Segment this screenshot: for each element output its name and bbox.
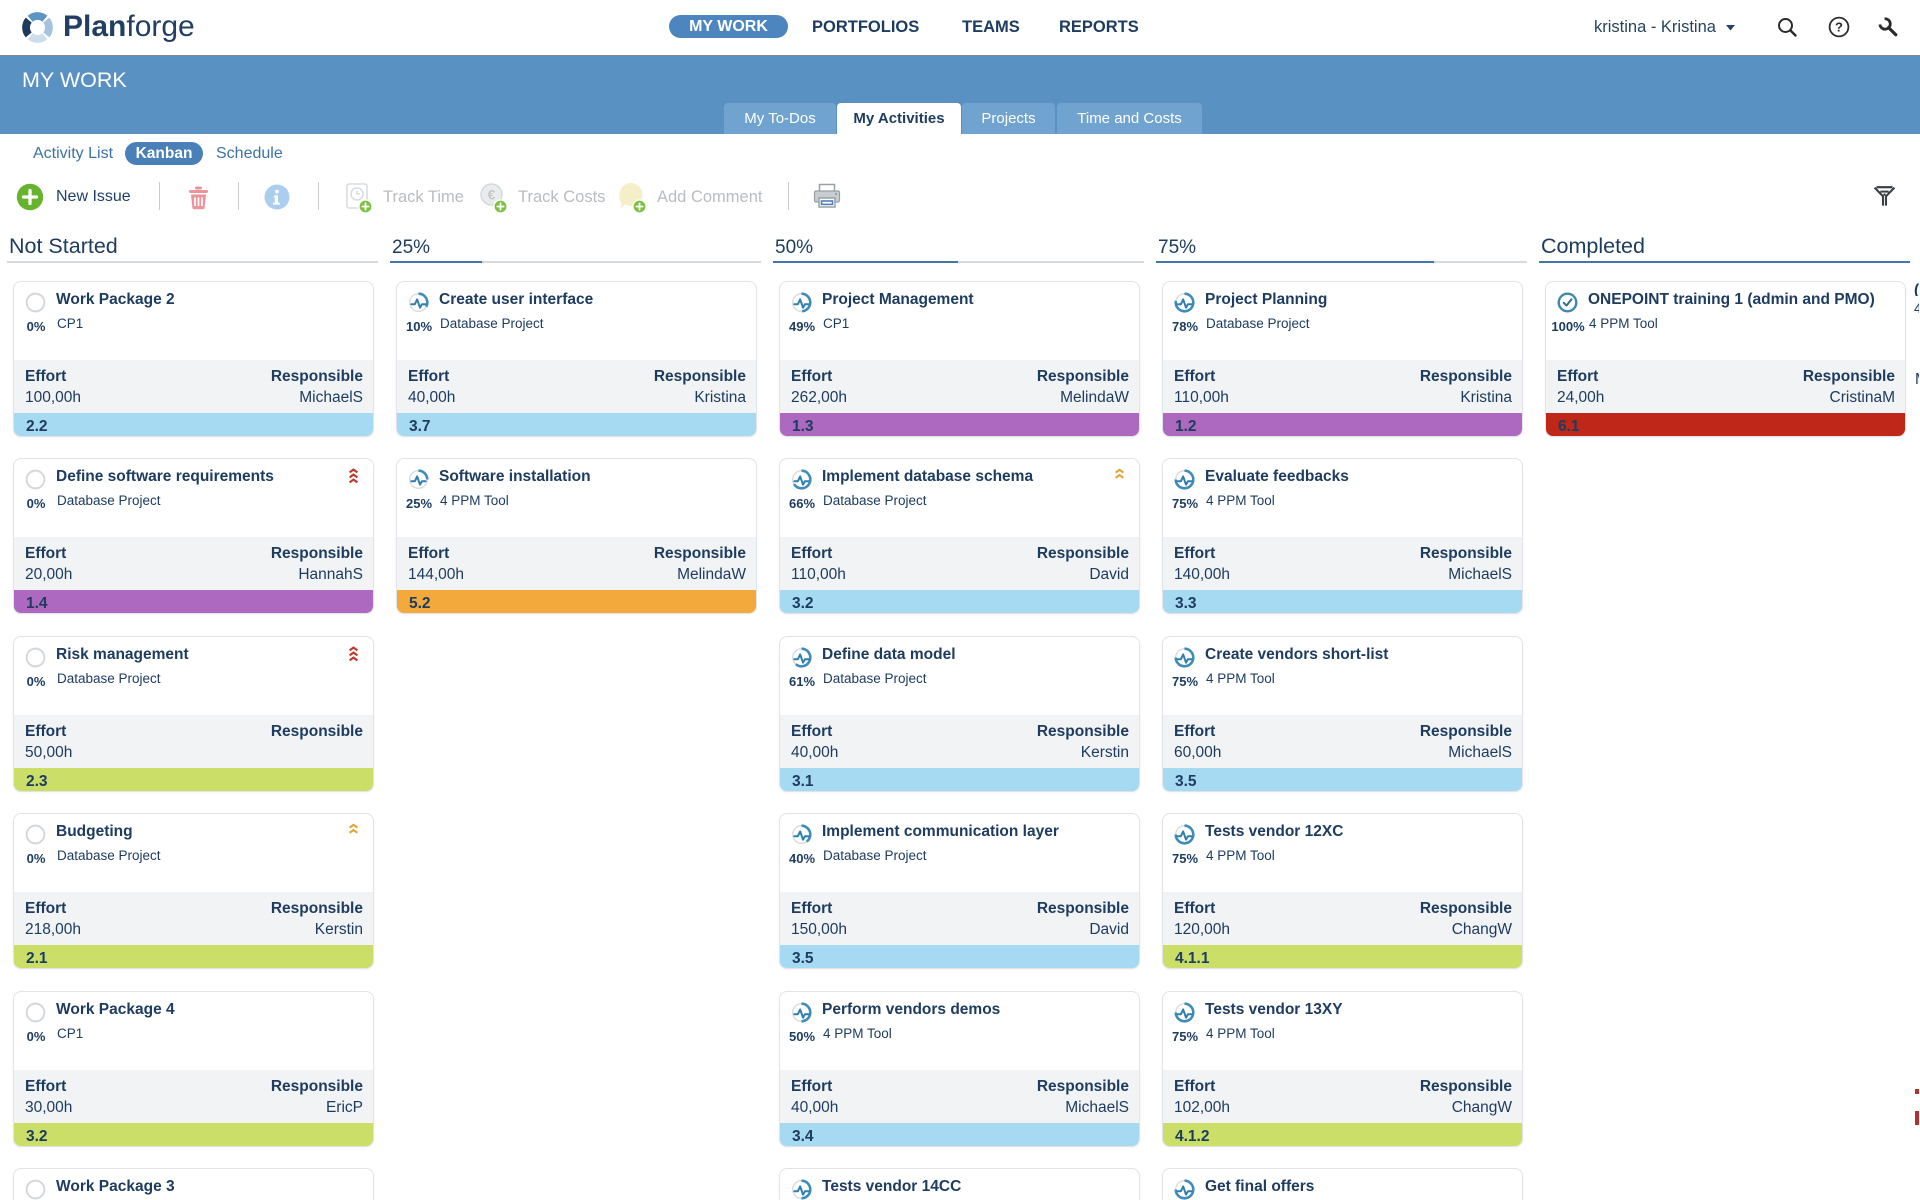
svg-text:€: € (488, 187, 496, 203)
svg-text:?: ? (1835, 19, 1843, 34)
